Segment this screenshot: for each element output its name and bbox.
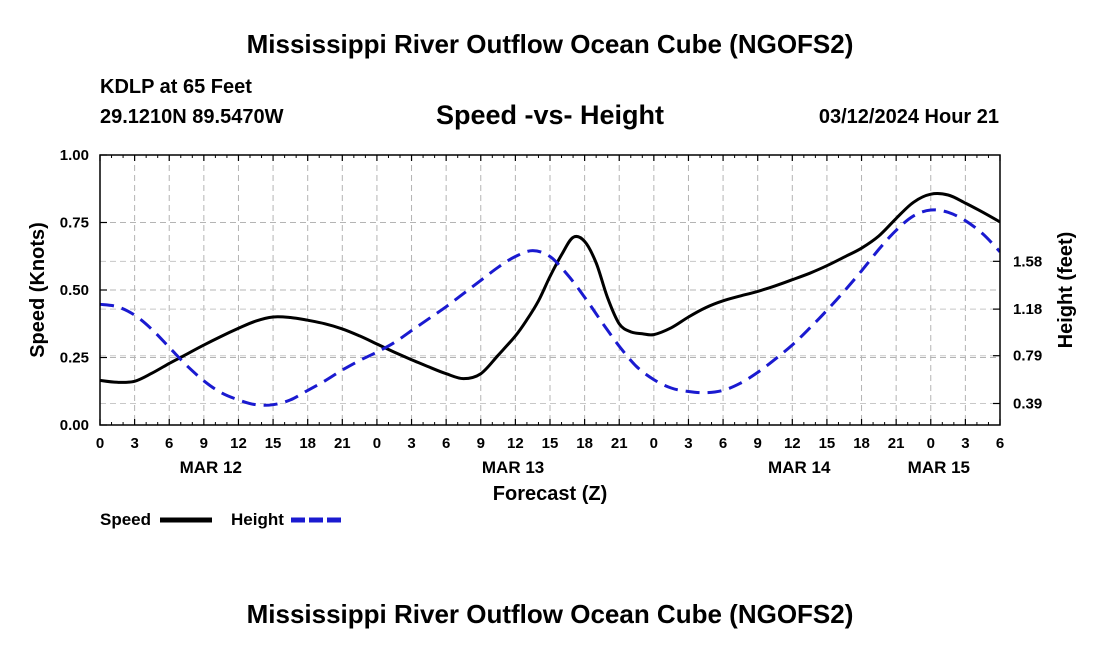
y-tick-label: 0.00 <box>60 417 89 434</box>
x-tick-label: 6 <box>165 435 173 452</box>
footer-title: Mississippi River Outflow Ocean Cube (NG… <box>246 599 854 629</box>
x-tick-label: 21 <box>334 435 351 452</box>
x-tick-label: 9 <box>754 435 762 452</box>
date-label: MAR 13 <box>482 458 544 477</box>
series-line-height <box>100 208 1000 407</box>
chart-title: Mississippi River Outflow Ocean Cube (NG… <box>246 29 854 59</box>
grid <box>100 155 1000 425</box>
x-tick-label: 0 <box>373 435 381 452</box>
x-tick-label: 18 <box>576 435 593 452</box>
x-tick-label: 21 <box>611 435 628 452</box>
x-tick-label: 12 <box>230 435 247 452</box>
x-tick-label: 6 <box>996 435 1004 452</box>
x-tick-label: 0 <box>927 435 935 452</box>
y2-tick-label: 1.18 <box>1013 301 1042 318</box>
x-tick-label: 3 <box>684 435 692 452</box>
series-line-speed <box>100 191 1000 384</box>
x-tick-label: 18 <box>853 435 870 452</box>
forecast-datetime: 03/12/2024 Hour 21 <box>818 106 999 128</box>
x-tick-label: 6 <box>442 435 450 452</box>
x-tick-label: 3 <box>961 435 969 452</box>
legend: Speed Height <box>100 510 343 529</box>
x-tick-label: 6 <box>719 435 727 452</box>
axes <box>99 154 1001 426</box>
y2-axis-title: Height (feet) <box>1055 232 1077 349</box>
coordinates-label: 29.1210N 89.5470W <box>100 106 284 128</box>
x-tick-label: 21 <box>888 435 905 452</box>
y-tick-label: 0.50 <box>60 282 89 299</box>
y-tick-label: 1.00 <box>60 147 89 164</box>
x-tick-label: 0 <box>96 435 104 452</box>
y2-tick-label: 1.58 <box>1013 253 1042 270</box>
y-tick-label: 0.25 <box>60 350 89 367</box>
x-tick-label: 18 <box>299 435 316 452</box>
date-label: MAR 12 <box>180 458 242 477</box>
series-layer <box>100 191 1000 407</box>
date-label: MAR 14 <box>768 458 831 477</box>
x-tick-label: 12 <box>507 435 524 452</box>
axis-labels: Forecast (Z) Speed (Knots) Height (feet)… <box>27 147 1077 505</box>
x-tick-label: 9 <box>477 435 485 452</box>
y-axis-title: Speed (Knots) <box>27 222 49 358</box>
legend-speed-label: Speed <box>100 510 151 529</box>
legend-height-label: Height <box>231 510 284 529</box>
x-tick-label: 0 <box>650 435 658 452</box>
station-label: KDLP at 65 Feet <box>100 76 252 98</box>
x-tick-label: 3 <box>130 435 138 452</box>
x-tick-label: 15 <box>542 435 559 452</box>
date-label: MAR 15 <box>908 458 970 477</box>
chart-subtitle: Speed -vs- Height <box>435 100 665 130</box>
x-axis-title: Forecast (Z) <box>493 483 607 505</box>
y2-tick-label: 0.79 <box>1013 348 1042 365</box>
y-tick-label: 0.75 <box>60 215 89 232</box>
x-tick-label: 15 <box>819 435 836 452</box>
x-tick-label: 9 <box>200 435 208 452</box>
x-tick-label: 3 <box>407 435 415 452</box>
x-tick-label: 15 <box>265 435 282 452</box>
x-tick-label: 12 <box>784 435 801 452</box>
y2-tick-label: 0.39 <box>1013 395 1042 412</box>
